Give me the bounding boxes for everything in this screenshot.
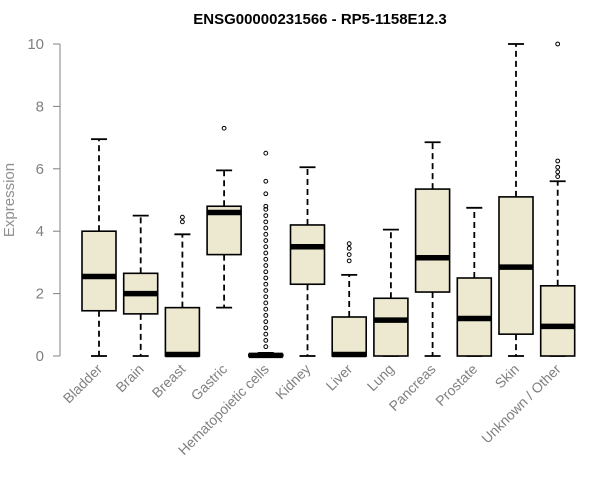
- box-rect-8: [414, 188, 451, 293]
- outlier-4-5: [263, 313, 269, 318]
- x-label-5: Kidney: [272, 361, 314, 403]
- outlier-4-12: [263, 269, 269, 275]
- boxes-group: [81, 41, 576, 359]
- box-11: [539, 41, 576, 357]
- outlier-4-23: [263, 203, 269, 209]
- outlier-6-0: [346, 258, 352, 264]
- box-4: [248, 150, 284, 359]
- box-rect-0: [81, 230, 117, 312]
- y-axis: 0 2 4 6 8 10: [27, 36, 61, 365]
- y-tick-label-2: 4: [36, 223, 44, 240]
- x-label-2: Breast: [149, 361, 189, 401]
- x-label-11: Unknown / Other: [478, 361, 564, 447]
- outlier-6-1: [346, 252, 352, 258]
- outlier-6-3: [346, 241, 352, 247]
- outlier-4-11: [263, 275, 269, 281]
- outlier-3-0: [221, 125, 227, 131]
- y-tick-label-1: 2: [36, 286, 44, 303]
- outlier-4-7: [263, 300, 269, 306]
- outlier-4-25: [263, 178, 269, 184]
- outlier-4-17: [263, 238, 269, 243]
- outlier-2-1: [180, 214, 185, 220]
- outlier-4-2: [263, 331, 269, 337]
- y-tick-label-5: 10: [27, 36, 44, 53]
- x-label-7: Lung: [364, 361, 397, 394]
- box-1: [122, 214, 159, 357]
- x-label-6: Liver: [323, 361, 356, 394]
- y-axis-label: Expression: [1, 163, 18, 237]
- y-tick-label-3: 6: [36, 161, 44, 178]
- outlier-4-6: [263, 306, 269, 312]
- outlier-4-18: [263, 231, 269, 237]
- outlier-4-10: [263, 281, 269, 287]
- box-5: [289, 166, 326, 357]
- box-rect-5: [289, 224, 326, 286]
- box-8: [414, 141, 451, 357]
- outlier-4-22: [263, 206, 269, 212]
- y-tick-label-0: 0: [36, 348, 44, 365]
- outlier-11-0: [555, 174, 561, 180]
- outlier-4-24: [263, 191, 269, 197]
- y-tick-label-4: 8: [36, 98, 44, 115]
- x-label-10: Skin: [492, 361, 523, 392]
- box-rect-11: [539, 284, 576, 357]
- x-label-1: Brain: [112, 361, 146, 395]
- outlier-4-16: [263, 244, 269, 250]
- box-6: [331, 241, 368, 358]
- chart-title: ENSG00000231566 - RP5-1158E12.3: [193, 11, 447, 28]
- box-10: [498, 43, 534, 357]
- outlier-4-1: [263, 338, 269, 343]
- outlier-4-3: [263, 325, 269, 331]
- box-9: [456, 206, 493, 357]
- outlier-11-1: [555, 169, 561, 175]
- outlier-4-8: [263, 294, 269, 300]
- outlier-4-9: [263, 288, 269, 293]
- outlier-11-3: [555, 158, 561, 164]
- outlier-4-26: [263, 150, 269, 156]
- box-rect-7: [373, 297, 409, 357]
- box-rect-2: [164, 306, 201, 357]
- outlier-4-13: [263, 263, 269, 268]
- box-7: [373, 228, 409, 357]
- outlier-4-20: [263, 219, 269, 225]
- outlier-2-0: [180, 219, 185, 225]
- outlier-4-4: [263, 319, 269, 325]
- x-label-9: Prostate: [432, 361, 480, 409]
- box-2: [164, 214, 201, 358]
- outlier-4-19: [263, 225, 269, 231]
- outlier-4-15: [263, 250, 269, 256]
- outlier-6-2: [346, 245, 352, 251]
- outlier-4-14: [263, 256, 269, 262]
- outlier-4-21: [263, 213, 269, 219]
- x-label-0: Bladder: [60, 361, 106, 407]
- box-3: [206, 125, 242, 309]
- box-rect-6: [331, 316, 368, 357]
- outlier-11-4: [555, 41, 561, 47]
- box-0: [81, 138, 117, 357]
- outlier-11-2: [555, 164, 561, 170]
- outlier-4-0: [263, 344, 269, 350]
